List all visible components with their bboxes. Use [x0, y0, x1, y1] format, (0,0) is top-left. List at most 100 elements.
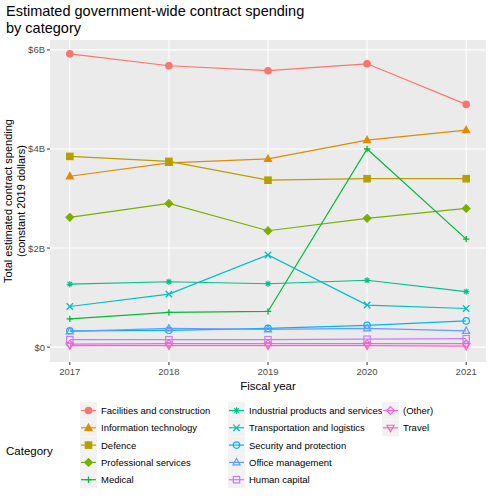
point	[66, 343, 73, 349]
point	[363, 214, 371, 222]
tick-label: 2019	[257, 366, 278, 377]
point	[265, 281, 271, 287]
point	[463, 101, 469, 107]
legend-key-bg	[228, 437, 245, 454]
legend-key-bg	[228, 419, 245, 436]
point	[265, 308, 271, 314]
legend-label: Medical	[101, 474, 134, 485]
legend-marker	[387, 425, 394, 431]
legend-key-bg	[228, 454, 245, 471]
legend-marker	[233, 425, 239, 431]
point	[165, 324, 172, 330]
legend-line	[383, 410, 398, 411]
legend-label: Industrial products and services	[249, 405, 383, 416]
point	[463, 344, 470, 350]
tick-label: $2B	[28, 243, 45, 254]
tick-mark	[69, 362, 70, 365]
point	[463, 327, 470, 333]
point	[67, 303, 73, 309]
tick-label: $6B	[28, 44, 45, 55]
legend-marker	[85, 442, 91, 448]
legend-label: Defence	[101, 440, 136, 451]
point	[67, 281, 73, 287]
tick-mark	[47, 248, 50, 249]
legend-label: Professional services	[101, 457, 191, 468]
grid-line	[367, 40, 368, 362]
legend-marker	[85, 459, 93, 467]
data-group	[66, 51, 470, 350]
title: Estimated government-wide contract spend…	[6, 3, 304, 36]
point	[463, 288, 469, 294]
point	[165, 343, 172, 349]
point	[264, 155, 271, 161]
legend-label: Travel	[403, 422, 429, 433]
point	[462, 205, 470, 213]
point	[364, 343, 371, 349]
point	[265, 325, 271, 331]
tick-mark	[466, 362, 467, 365]
legend-key-bg	[228, 402, 245, 419]
tick-label: $0	[34, 342, 45, 353]
point	[364, 176, 370, 182]
point	[264, 325, 271, 331]
legend-line	[229, 479, 244, 480]
tick-mark	[168, 362, 169, 365]
legend-label: Transportation and logistics	[249, 422, 365, 433]
tick-mark	[47, 148, 50, 149]
point	[66, 327, 73, 333]
legend-marker	[233, 459, 240, 465]
series-line	[70, 345, 466, 347]
legend-key-bg	[80, 471, 97, 488]
legend-label: Security and protection	[249, 440, 346, 451]
legend-label: Facilities and construction	[101, 405, 210, 416]
point	[67, 153, 73, 159]
point	[67, 51, 73, 57]
legend-key-bg	[228, 471, 245, 488]
series-line	[70, 149, 466, 319]
legend-label: Office management	[249, 457, 332, 468]
tick-mark	[47, 347, 50, 348]
y-axis-label-line: (constant 2019 dollars)	[15, 145, 27, 257]
grid-line	[69, 40, 70, 362]
point	[67, 316, 73, 322]
point	[166, 158, 172, 164]
legend-label: (Other)	[403, 405, 433, 416]
legend-marker	[387, 407, 395, 415]
point	[364, 61, 370, 67]
legend-marker	[85, 477, 91, 483]
legend-label: Human capital	[249, 474, 310, 485]
point	[364, 324, 371, 330]
legend-key-bg	[80, 437, 97, 454]
tick-label: 2020	[357, 366, 378, 377]
legend-marker	[85, 407, 91, 413]
legend-key-bg	[80, 419, 97, 436]
legend-key-bg	[80, 454, 97, 471]
point	[265, 252, 271, 258]
point	[463, 236, 469, 242]
legend-label: Information technology	[101, 422, 197, 433]
point	[265, 177, 271, 183]
tick-label: 2021	[456, 366, 477, 377]
y-axis-label: Total estimated contract spending(consta…	[2, 119, 27, 283]
point	[264, 227, 272, 235]
legend-key-bg	[382, 402, 399, 419]
point	[165, 200, 173, 208]
point	[463, 126, 470, 132]
tick-label: 2018	[158, 366, 179, 377]
legend-line	[229, 445, 244, 446]
point	[463, 318, 469, 324]
point	[463, 336, 469, 342]
point	[66, 214, 74, 222]
title-line: by category	[6, 20, 82, 36]
point	[66, 172, 73, 178]
series-line	[70, 130, 466, 176]
legend-line	[229, 462, 244, 463]
point	[265, 68, 271, 74]
series-line	[70, 54, 466, 105]
point	[364, 277, 370, 283]
legend-marker	[85, 424, 92, 430]
tick-label: 2017	[59, 366, 80, 377]
point	[364, 146, 370, 152]
y-axis-label-line: Total estimated contract spending	[2, 119, 14, 283]
series-line	[70, 328, 466, 331]
